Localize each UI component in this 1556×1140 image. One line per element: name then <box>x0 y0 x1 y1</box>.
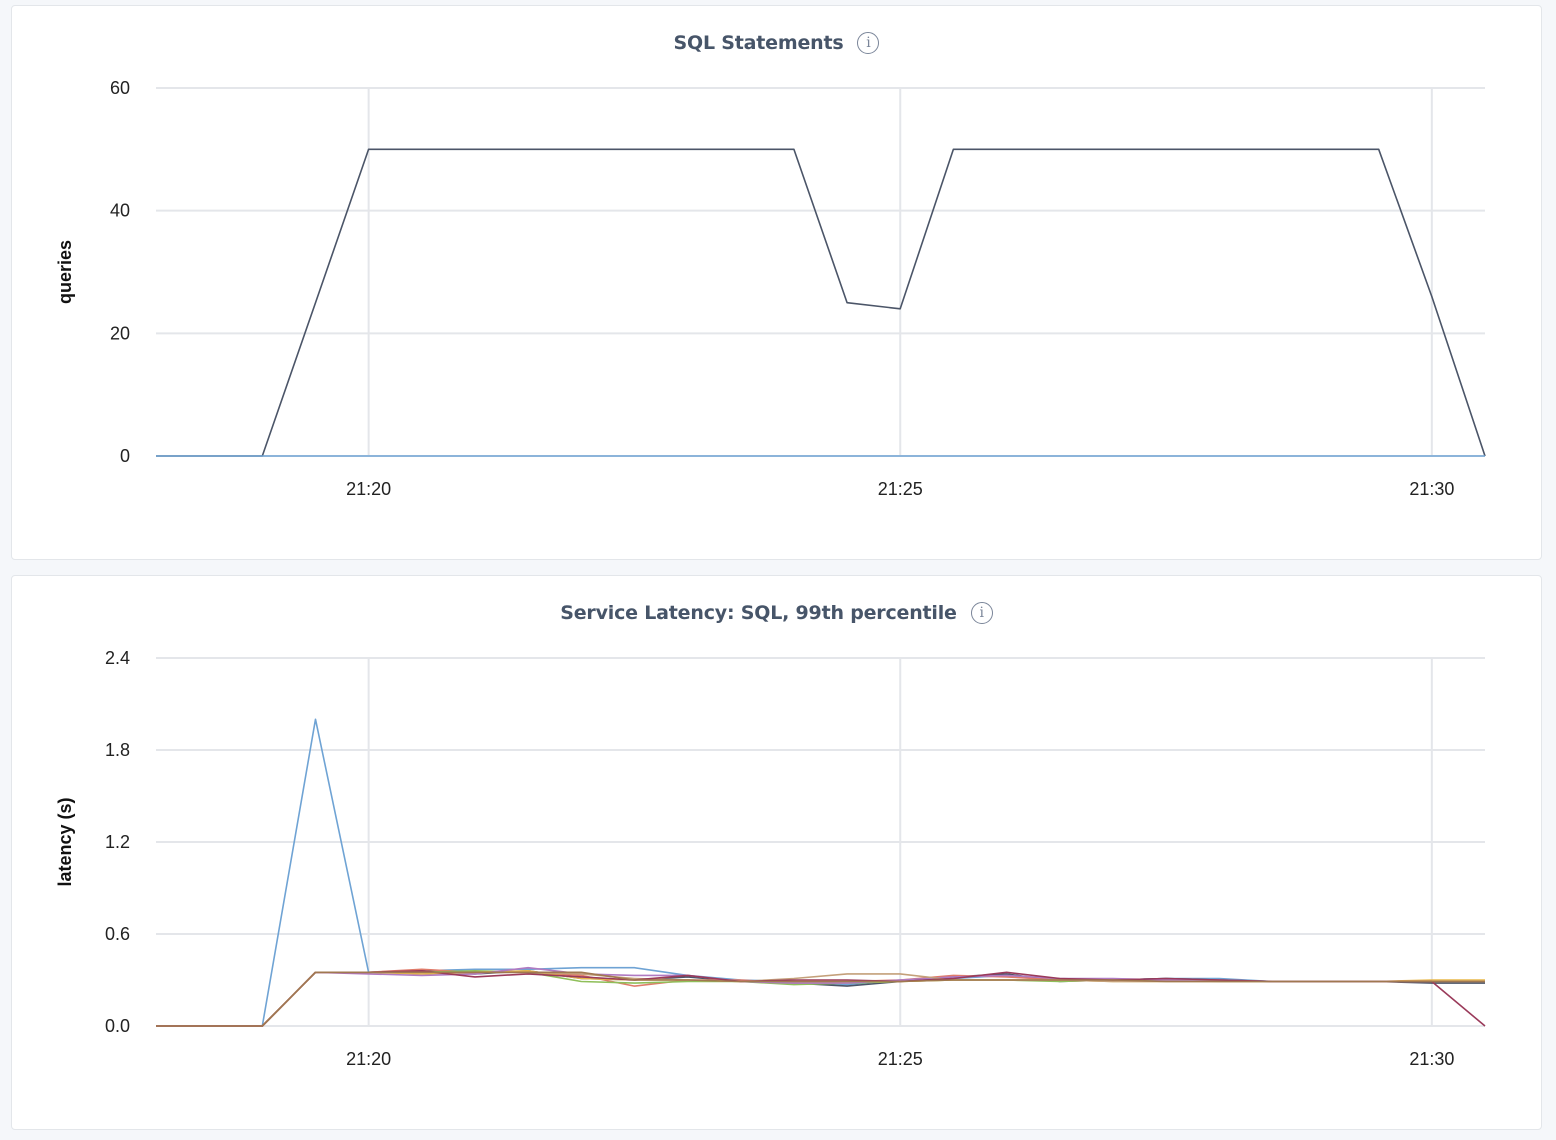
series-line <box>156 971 1485 1027</box>
y-tick-label: 1.2 <box>105 832 130 852</box>
series-line <box>156 968 1485 1027</box>
series-line <box>156 969 1486 1027</box>
series-line <box>156 148 1486 457</box>
y-axis-title: queries <box>55 240 75 304</box>
chart-title: Service Latency: SQL, 99th percentile <box>560 602 957 624</box>
x-tick-label: 21:25 <box>878 1049 923 1069</box>
sql-statements-panel: SQL Statements i 0 20 40 60 21:20 21:25 21:30 q… <box>11 5 1542 560</box>
chart-title-row: Service Latency: SQL, 99th percentile i <box>12 602 1541 624</box>
y-tick-label: 60 <box>110 78 130 98</box>
x-tick-label: 21:25 <box>878 479 923 499</box>
x-tick-label: 21:20 <box>346 1049 391 1069</box>
series-line <box>156 969 1485 1027</box>
series-line <box>156 969 1485 1027</box>
x-tick-label: 21:30 <box>1409 1049 1454 1069</box>
info-icon[interactable]: i <box>970 602 993 624</box>
sql-statements-chart: 0 20 40 60 21:20 21:25 21:30 queries <box>55 78 1486 499</box>
y-tick-label: 0.0 <box>105 1016 130 1036</box>
series-line <box>156 969 1485 1027</box>
y-tick-label: 1.8 <box>105 740 130 760</box>
service-latency-chart: 0.0 0.6 1.2 1.8 2.4 21:20 21:25 21:30 latency (s… <box>55 648 1486 1069</box>
chart-title-row: SQL Statements i <box>12 32 1541 54</box>
chart-title: SQL Statements <box>673 32 844 54</box>
y-tick-label: 2.4 <box>105 648 130 668</box>
x-tick-label: 21:30 <box>1409 479 1454 499</box>
service-latency-panel: Service Latency: SQL, 99th percentile i … <box>11 575 1542 1130</box>
y-tick-label: 0.6 <box>105 924 130 944</box>
y-tick-label: 40 <box>110 201 130 221</box>
y-tick-label: 0 <box>120 446 130 466</box>
y-tick-label: 20 <box>110 323 130 343</box>
info-icon[interactable]: i <box>857 32 880 54</box>
x-tick-label: 21:20 <box>346 479 391 499</box>
y-axis-title: latency (s) <box>55 797 75 886</box>
